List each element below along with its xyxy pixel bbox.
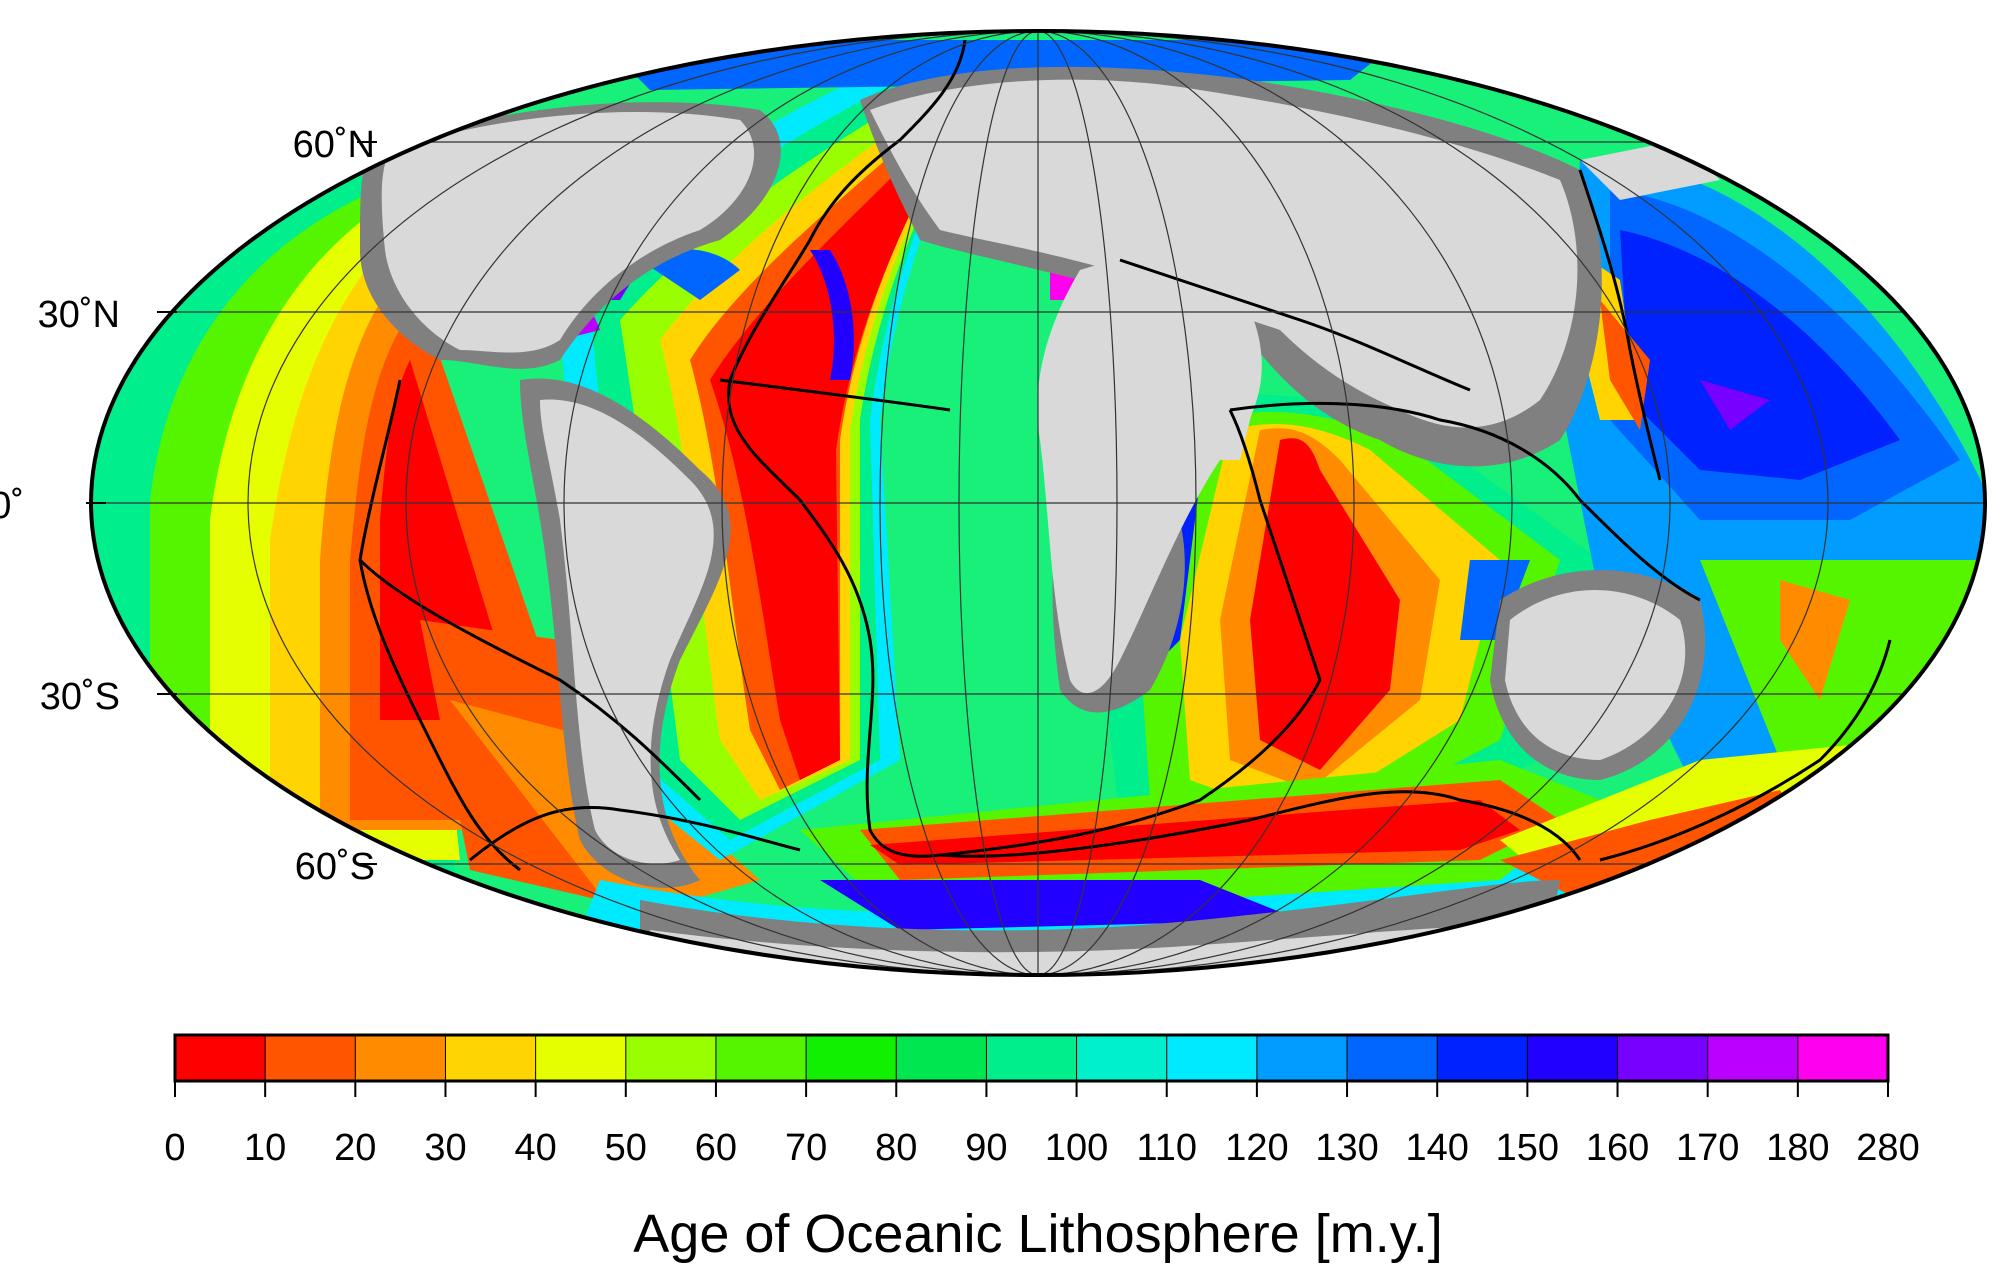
colorbar-ticks xyxy=(174,1081,1889,1097)
colorbar-bin xyxy=(625,1034,717,1082)
latitude-label-30s: 30˚S xyxy=(40,676,120,718)
latitude-labels: 60˚N 30˚N 0˚ 30˚S 60˚S xyxy=(0,124,375,888)
colorbar-bin xyxy=(174,1034,267,1082)
colorbar-bin xyxy=(1707,1034,1799,1082)
colorbar-tick-label: 110 xyxy=(1136,1127,1197,1169)
colorbar-tick-label: 60 xyxy=(695,1127,737,1169)
colorbar-tick-label: 30 xyxy=(424,1127,466,1169)
colorbar-tick-label: 20 xyxy=(334,1127,376,1169)
colorbar-tick-label: 170 xyxy=(1676,1127,1739,1169)
colorbar-tick-label: 140 xyxy=(1406,1127,1469,1169)
colorbar-bin xyxy=(354,1034,447,1082)
graticule xyxy=(91,31,1985,975)
colorbar-bin xyxy=(1166,1034,1258,1082)
indian-ocean-age-bands xyxy=(1100,394,1600,880)
colorbar-tick-label: 160 xyxy=(1586,1127,1649,1169)
colorbar-tick-label: 40 xyxy=(514,1127,556,1169)
colorbar-bin xyxy=(895,1034,988,1082)
colorbar-tick-label: 70 xyxy=(785,1127,827,1169)
colorbar-tick-label: 90 xyxy=(965,1127,1007,1169)
colorbar-bin xyxy=(444,1034,537,1082)
colorbar-bin xyxy=(1526,1034,1619,1082)
plate-boundaries xyxy=(358,39,1892,872)
colorbar-tick-label: 80 xyxy=(875,1127,917,1169)
colorbar-bin xyxy=(715,1034,808,1082)
colorbar-bin xyxy=(805,1034,898,1082)
colorbar-bin xyxy=(985,1034,1078,1082)
colorbar-bin xyxy=(535,1034,627,1082)
colorbar-bin xyxy=(1797,1034,1890,1082)
globe xyxy=(86,29,1987,977)
colorbar-bin xyxy=(1256,1034,1349,1082)
colorbar-bins xyxy=(174,1034,1890,1082)
colorbar-tick-label: 50 xyxy=(605,1127,647,1169)
latitude-label-60n: 60˚N xyxy=(293,124,375,166)
colorbar-tick-label: 100 xyxy=(1045,1127,1108,1169)
colorbar-bin xyxy=(1346,1034,1439,1082)
east-pacific-ocean-age-bands xyxy=(91,160,760,975)
colorbar-tick-label: 120 xyxy=(1225,1127,1288,1169)
colorbar-tick-label: 10 xyxy=(244,1127,286,1169)
colorbar-title: Age of Oceanic Lithosphere [m.y.] xyxy=(633,1204,1442,1264)
colorbar-tick-label: 180 xyxy=(1766,1127,1829,1169)
colorbar-tick-labels: 0 10 20 30 40 50 60 70 80 90 100 110 120 130 140 150 160… xyxy=(164,1127,1919,1169)
colorbar-bin xyxy=(1436,1034,1529,1082)
colorbar-bin xyxy=(1076,1034,1168,1082)
latitude-label-30n: 30˚N xyxy=(38,294,120,336)
colorbar-tick-label: 150 xyxy=(1496,1127,1559,1169)
latitude-label-equator: 0˚ xyxy=(0,485,24,527)
colorbar-bin xyxy=(264,1034,357,1082)
colorbar-tick-label: 280 xyxy=(1856,1127,1919,1169)
colorbar-tick-label: 130 xyxy=(1315,1127,1378,1169)
latitude-label-60s: 60˚S xyxy=(295,846,375,888)
colorbar-frame xyxy=(173,1033,1890,1083)
colorbar: 0 10 20 30 40 50 60 70 80 90 100 110 120 130 140 150 160… xyxy=(164,1033,1920,1264)
colorbar-bin xyxy=(1617,1034,1709,1082)
latitude-ticks xyxy=(86,141,377,865)
colorbar-tick-label: 0 xyxy=(164,1127,185,1169)
